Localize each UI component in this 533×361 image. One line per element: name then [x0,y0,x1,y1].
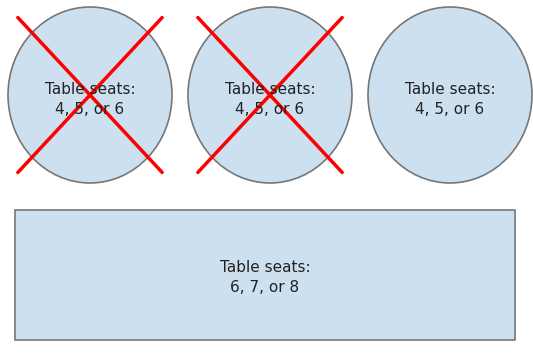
Ellipse shape [8,7,172,183]
Text: 4, 5, or 6: 4, 5, or 6 [236,101,304,117]
Text: Table seats:: Table seats: [225,82,316,96]
Text: 6, 7, or 8: 6, 7, or 8 [230,279,300,295]
Ellipse shape [368,7,532,183]
Ellipse shape [188,7,352,183]
Text: Table seats:: Table seats: [45,82,135,96]
Text: 4, 5, or 6: 4, 5, or 6 [55,101,125,117]
Text: Table seats:: Table seats: [405,82,495,96]
Bar [15,210,515,340]
Text: Table seats:: Table seats: [220,260,310,274]
Text: 4, 5, or 6: 4, 5, or 6 [415,101,484,117]
